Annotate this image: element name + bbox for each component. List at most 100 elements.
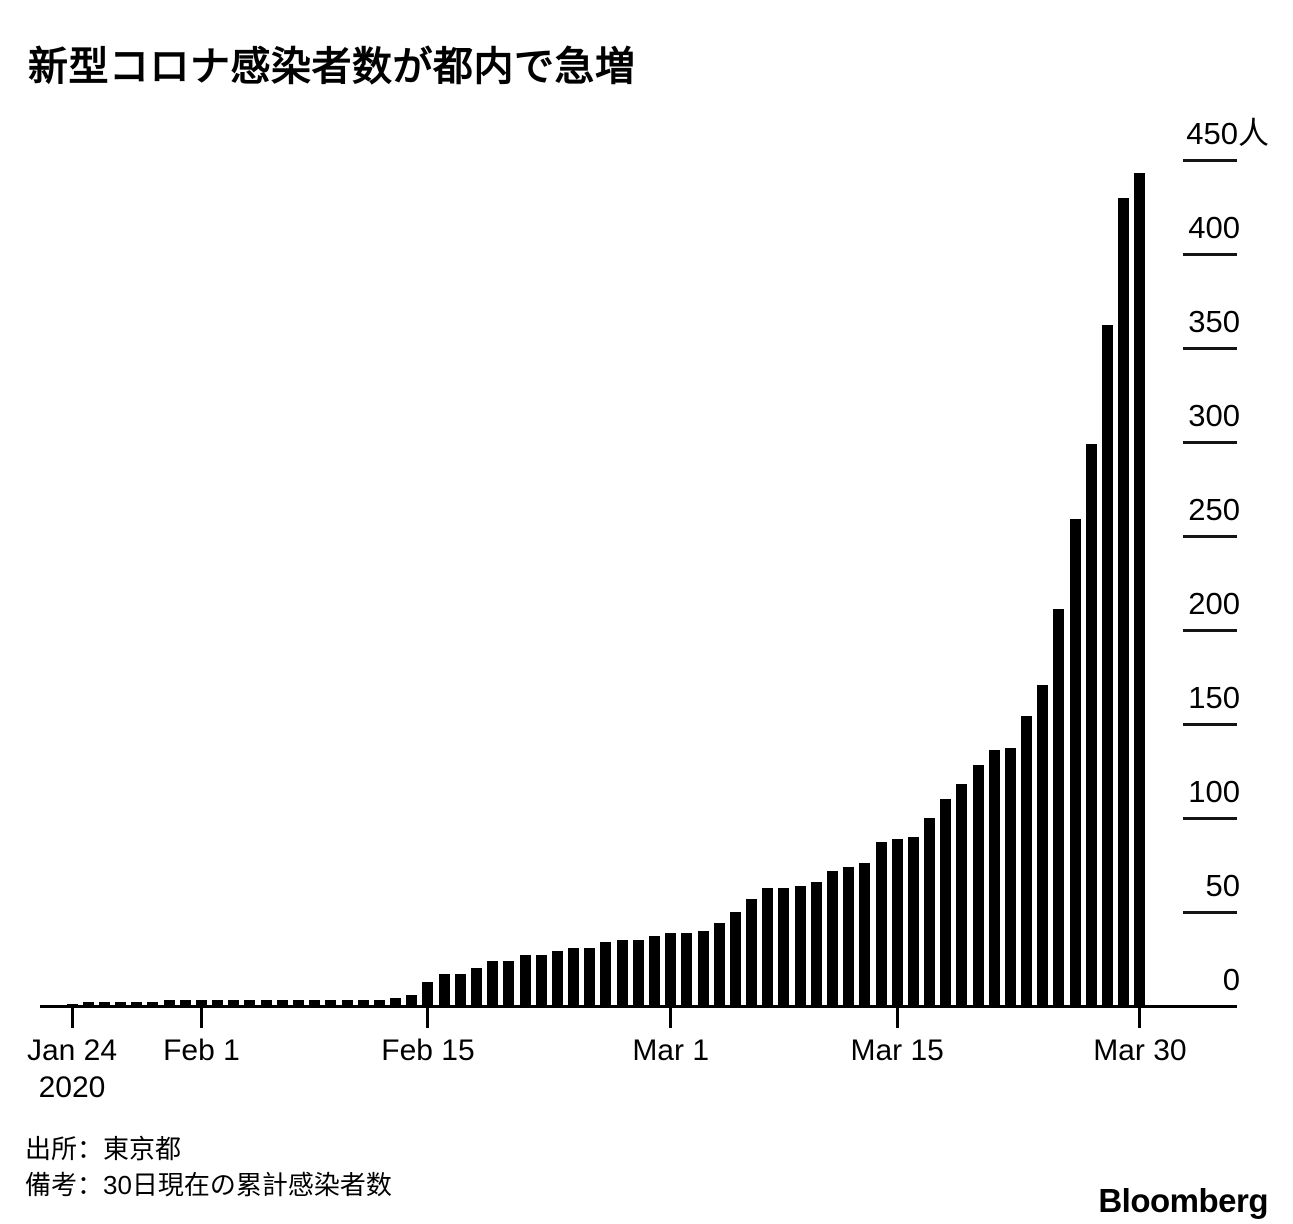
bar [276, 1000, 288, 1006]
y-axis-tick-line [1183, 346, 1237, 350]
y-axis-tick-label: 300 [1188, 398, 1240, 433]
bar [1053, 609, 1065, 1006]
bar [163, 1000, 175, 1006]
x-axis-tick-label: Feb 1 [163, 1034, 240, 1067]
bar [454, 974, 466, 1006]
bar [713, 923, 725, 1006]
x-axis-tick-label: Mar 30 [1093, 1034, 1187, 1067]
source-note: 出所：東京都 [25, 1134, 182, 1164]
bar [972, 765, 984, 1006]
bar [859, 863, 871, 1006]
bar [584, 947, 596, 1006]
y-axis-tick-label: 250 [1188, 492, 1240, 527]
bar [568, 947, 580, 1006]
bar [826, 870, 838, 1006]
bar [746, 898, 758, 1006]
bar [1004, 748, 1016, 1006]
bar [988, 750, 1000, 1006]
x-axis-tick [895, 1006, 899, 1028]
bar [956, 784, 968, 1006]
y-axis-tick-line [1183, 252, 1237, 256]
bloomberg-logo: Bloomberg [1098, 1182, 1268, 1219]
bar [778, 887, 790, 1006]
bar [600, 942, 612, 1006]
bar [875, 842, 887, 1006]
x-axis-tick-label: Jan 24 2020 [26, 1034, 118, 1104]
bar [924, 818, 936, 1006]
bar [325, 1000, 337, 1006]
bar [179, 1000, 191, 1006]
bar [1102, 325, 1114, 1006]
y-axis-tick-label: 50 [1205, 868, 1240, 903]
x-axis-tick-label: Feb 15 [381, 1034, 475, 1067]
bar [681, 932, 693, 1006]
x-axis-tick [70, 1006, 74, 1028]
bar [535, 955, 547, 1006]
bar [98, 1002, 110, 1006]
y-axis-tick-line [1183, 628, 1237, 632]
bar [519, 955, 531, 1006]
bar [762, 887, 774, 1006]
bar [697, 930, 709, 1006]
y-axis-tick-line [1183, 910, 1237, 914]
bar [390, 998, 402, 1006]
y-axis-tick-line [1183, 158, 1237, 162]
bar [940, 799, 952, 1006]
bar [438, 974, 450, 1006]
bar [1021, 716, 1033, 1006]
bar [212, 1000, 224, 1006]
x-axis-tick [669, 1006, 673, 1028]
x-axis-line [40, 1005, 1237, 1008]
bar [357, 1000, 369, 1006]
y-axis-tick-label: 400 [1188, 210, 1240, 245]
bar [228, 1000, 240, 1006]
x-axis-tick-label: Mar 1 [632, 1034, 709, 1067]
chart-title: 新型コロナ感染者数が都内で急増 [28, 45, 636, 89]
y-axis-tick-label: 200 [1188, 586, 1240, 621]
bar [309, 1000, 321, 1006]
bar [131, 1002, 143, 1006]
y-axis-tick-label: 450人 [1186, 116, 1269, 151]
y-axis-tick-line [1183, 440, 1237, 444]
bar [115, 1002, 127, 1006]
bar [244, 1000, 256, 1006]
bar [1069, 519, 1081, 1006]
bar [341, 1000, 353, 1006]
x-axis-tick [199, 1006, 203, 1028]
bar [729, 912, 741, 1006]
y-axis-tick-label: 150 [1188, 680, 1240, 715]
y-axis-tick-line [1183, 816, 1237, 820]
y-axis-tick-label: 350 [1188, 304, 1240, 339]
bar [422, 981, 434, 1006]
bar [794, 885, 806, 1006]
bar [471, 968, 482, 1006]
bar [810, 881, 822, 1006]
bar [551, 951, 563, 1006]
bar [293, 1000, 305, 1006]
x-axis-tick-label: Mar 15 [850, 1034, 944, 1067]
bar [907, 836, 919, 1006]
y-axis-tick-line [1183, 722, 1237, 726]
bar [1118, 197, 1130, 1006]
y-axis-tick-line [1183, 534, 1237, 538]
y-axis-tick-label: 100 [1188, 774, 1240, 809]
bar [195, 1000, 207, 1006]
bar [648, 936, 660, 1006]
bar [616, 940, 628, 1006]
x-axis-tick [1138, 1006, 1142, 1028]
bar [632, 940, 644, 1006]
bar [665, 932, 677, 1006]
bar [891, 838, 903, 1006]
bar [1037, 684, 1049, 1006]
bar [1085, 443, 1097, 1006]
bar [503, 960, 515, 1006]
bar [260, 1000, 272, 1006]
remark-note: 備考：30日現在の累計感染者数 [25, 1170, 392, 1200]
bar [1134, 173, 1146, 1006]
y-axis-tick-label: 0 [1222, 962, 1240, 997]
bar [373, 1000, 385, 1006]
x-axis-tick [426, 1006, 430, 1028]
bar [843, 866, 855, 1006]
